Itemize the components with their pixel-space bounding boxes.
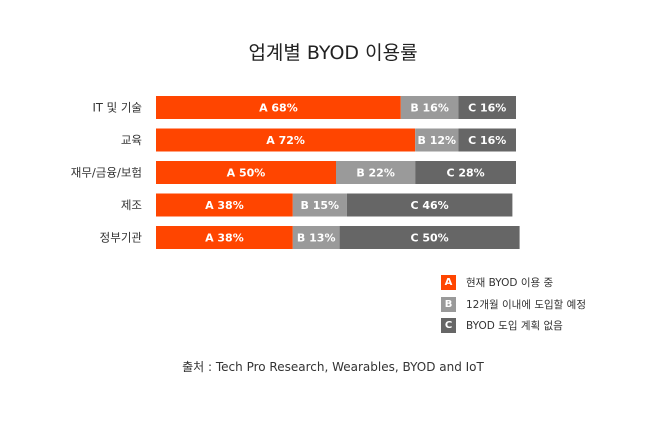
bar-segment-a	[156, 128, 416, 152]
bar-segment-c	[339, 226, 520, 249]
legend-label-a: 현재 BYOD 이용 중	[466, 277, 554, 289]
legend-item-c: C BYOD 도입 계획 없음	[441, 318, 586, 333]
legend-label-b: 12개월 이내에 도입할 예정	[466, 298, 586, 311]
data-label-c: C 46%	[410, 199, 448, 212]
data-label-a: A 72%	[266, 134, 305, 147]
data-label-b: B 13%	[297, 232, 336, 245]
bar-segment-c	[458, 96, 516, 119]
legend-swatch-b: B	[441, 296, 456, 312]
category-label: IT 및 기술	[93, 101, 142, 115]
bar-segment-b	[292, 226, 340, 249]
data-label-b: B 22%	[356, 167, 395, 180]
chart-title: 업계별 BYOD 이용률	[248, 42, 418, 64]
bar-segment-a	[156, 161, 336, 184]
data-label-a: A 50%	[227, 167, 266, 180]
bar-segment-a	[156, 193, 293, 217]
data-label-c: C 50%	[410, 232, 448, 245]
legend-swatch-c: C	[441, 318, 456, 333]
category-label: 정부기관	[100, 231, 143, 245]
data-label-b: B 16%	[410, 102, 449, 115]
category-label: 제조	[121, 198, 142, 212]
bar-segment-c	[458, 128, 516, 152]
legend-item-b: B 12개월 이내에 도입할 예정	[441, 296, 586, 312]
legend-item-a: A 현재 BYOD 이용 중	[441, 275, 586, 290]
bar-segment-c	[346, 193, 513, 217]
category-label: 교육	[121, 133, 142, 147]
bar-segment-b	[292, 193, 347, 217]
bar-segment-c	[415, 161, 516, 184]
data-label-a: A 38%	[205, 199, 244, 212]
bar-segment-b	[336, 161, 416, 184]
data-label-a: A 38%	[205, 232, 244, 245]
legend-swatch-a: A	[441, 275, 456, 290]
data-label-c: C 28%	[446, 167, 484, 180]
data-label-c: C 16%	[468, 134, 506, 147]
legend-label-c: BYOD 도입 계획 없음	[466, 320, 563, 332]
bar-segment-a	[156, 96, 401, 119]
bar-segment-a	[156, 226, 293, 249]
source-note: 출처 : Tech Pro Research, Wearables, BYOD …	[182, 360, 484, 374]
bar-segment-b	[400, 96, 459, 119]
category-label: 재무/금융/보험	[71, 166, 142, 180]
data-label-b: B 12%	[418, 134, 457, 147]
data-label-b: B 15%	[301, 199, 340, 212]
legend: A 현재 BYOD 이용 중 B 12개월 이내에 도입할 예정 C BYOD …	[441, 275, 586, 340]
data-label-a: A 68%	[259, 102, 298, 115]
bar-segment-b	[415, 128, 459, 152]
data-label-c: C 16%	[468, 102, 506, 115]
